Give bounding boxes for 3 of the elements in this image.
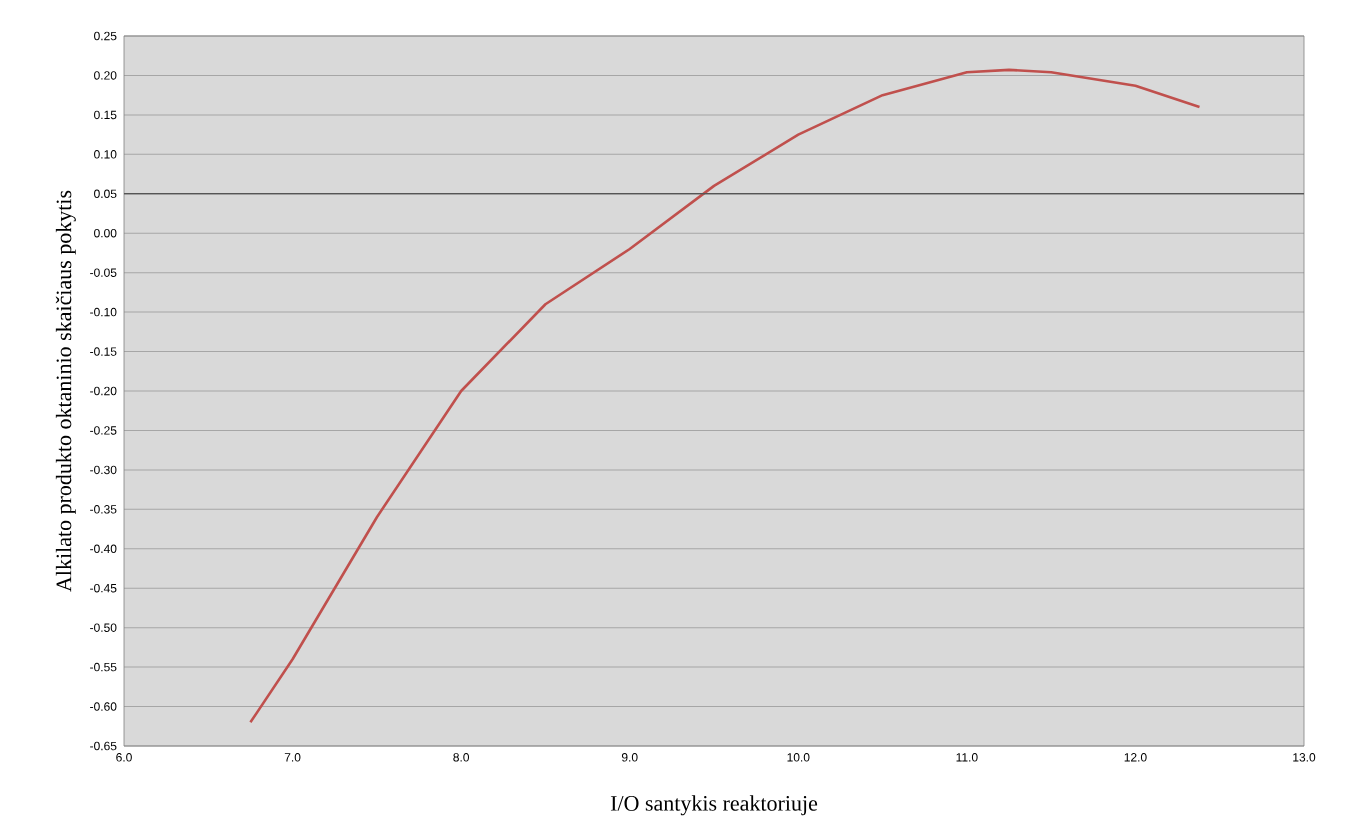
y-axis-title: Alkilato produkto oktaninio skaičiaus pokytis xyxy=(55,190,76,592)
x-axis-title: I/O santykis reaktoriuje xyxy=(610,795,818,816)
line-series xyxy=(249,68,1201,724)
